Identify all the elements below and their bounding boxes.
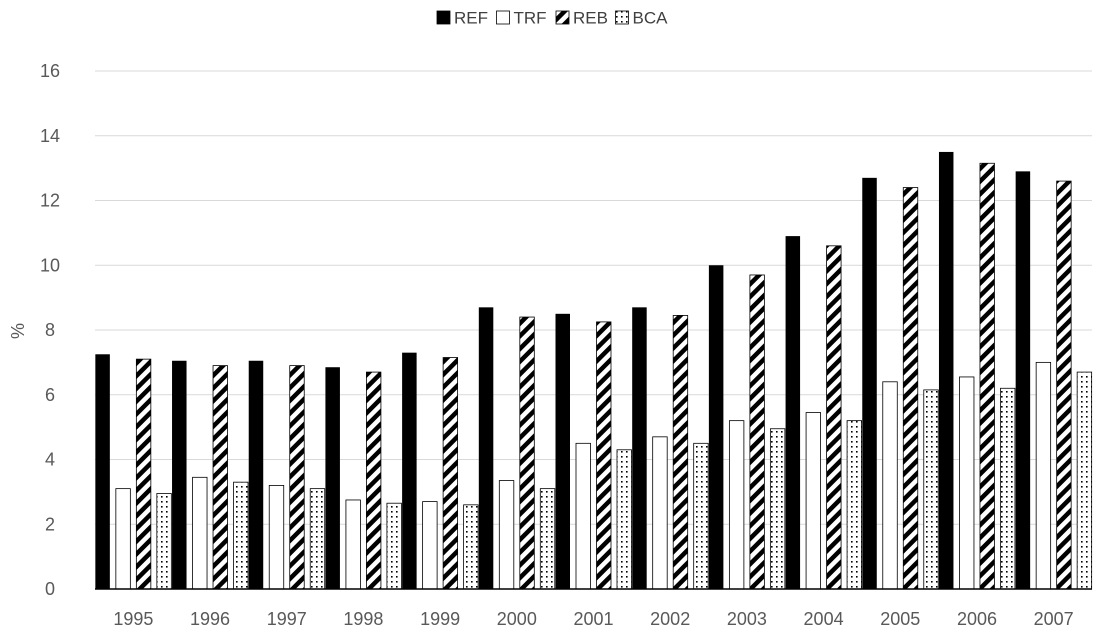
bar-trf-2006 xyxy=(959,376,975,590)
bar-ref-2007 xyxy=(1015,171,1031,590)
bar-ref-1996 xyxy=(172,360,187,589)
bar-trf-2002 xyxy=(652,436,668,590)
y-tick-label: 14 xyxy=(40,126,60,146)
bar-reb-1995 xyxy=(135,358,152,590)
y-tick-label: 10 xyxy=(40,255,60,275)
bar-bca-2004 xyxy=(846,420,862,590)
x-tick-label: 2000 xyxy=(497,609,537,629)
bar-trf-2001 xyxy=(575,442,591,590)
bar-reb-2005 xyxy=(902,187,919,590)
y-tick-label: 2 xyxy=(45,514,55,534)
bar-ref-2002 xyxy=(632,307,647,589)
bar-ref-1995 xyxy=(95,354,110,589)
bar-reb-2001 xyxy=(596,321,612,590)
x-tick-label: 1999 xyxy=(420,609,460,629)
bar-ref-2001 xyxy=(555,313,570,589)
y-tick-label: 6 xyxy=(45,385,55,405)
bar-trf-2007 xyxy=(1035,361,1052,590)
x-tick-label: 2003 xyxy=(727,609,767,629)
bar-bca-2001 xyxy=(616,449,632,590)
bar-ref-2004 xyxy=(785,236,801,590)
x-tick-label: 2007 xyxy=(1034,609,1074,629)
x-tick-label: 2004 xyxy=(804,609,844,629)
bar-bca-2006 xyxy=(1000,387,1016,590)
y-tick-label: 8 xyxy=(45,320,55,340)
bar-reb-1997 xyxy=(289,365,305,590)
bar-trf-1999 xyxy=(422,501,438,590)
x-tick-label: 2006 xyxy=(957,609,997,629)
legend-label-ref: REF xyxy=(454,9,488,28)
y-axis-ticks: 0 2 4 6 8 10 12 14 16 xyxy=(40,61,60,599)
bar-bca-1996 xyxy=(233,481,249,590)
bar-reb-2007 xyxy=(1056,180,1072,590)
bar-reb-2004 xyxy=(826,245,842,590)
bars xyxy=(95,151,1093,590)
bar-bca-1999 xyxy=(463,504,479,590)
legend-swatch-ref xyxy=(436,10,451,25)
x-tick-label: 1995 xyxy=(113,609,153,629)
y-tick-label: 4 xyxy=(45,450,55,470)
legend-swatch-trf xyxy=(496,10,510,25)
x-axis-ticks: 1995 1996 1997 1998 1999 2000 2001 2002 2003 2004… xyxy=(113,609,1073,629)
bar-reb-1996 xyxy=(212,365,228,590)
y-tick-label: 0 xyxy=(45,579,55,599)
bar-trf-1997 xyxy=(268,484,285,590)
legend-label-bca: BCA xyxy=(633,9,669,28)
bar-reb-2006 xyxy=(979,162,995,590)
legend-swatch-reb xyxy=(555,10,570,25)
y-tick-label: 16 xyxy=(40,61,60,81)
bar-trf-2003 xyxy=(728,420,745,590)
bar-bca-2002 xyxy=(693,442,709,590)
bar-reb-2002 xyxy=(672,315,689,590)
bar-reb-2003 xyxy=(749,274,765,590)
x-tick-label: 1998 xyxy=(343,609,383,629)
bar-ref-1998 xyxy=(325,367,340,589)
y-axis-title: % xyxy=(8,323,28,339)
x-tick-label: 1996 xyxy=(190,609,230,629)
bar-trf-1995 xyxy=(115,488,131,590)
bar-bca-2003 xyxy=(769,428,786,590)
bar-ref-1997 xyxy=(248,360,264,589)
bar-reb-1999 xyxy=(442,357,459,590)
bar-bca-2000 xyxy=(539,488,556,590)
bar-trf-2004 xyxy=(805,412,821,590)
legend: REF TRF REB BCA xyxy=(436,9,669,28)
x-tick-label: 2002 xyxy=(650,609,690,629)
bar-bca-1997 xyxy=(309,488,326,590)
bar-bca-2005 xyxy=(923,389,939,590)
bar-ref-2003 xyxy=(708,265,724,589)
legend-label-reb: REB xyxy=(573,9,608,28)
bar-trf-1996 xyxy=(192,476,208,590)
bar-bca-1998 xyxy=(386,502,402,590)
bar-bca-1995 xyxy=(156,493,172,590)
legend-label-trf: TRF xyxy=(514,9,547,28)
x-tick-label: 2001 xyxy=(573,609,613,629)
bar-ref-2006 xyxy=(938,151,954,589)
y-tick-label: 12 xyxy=(40,191,60,211)
bar-trf-1998 xyxy=(345,499,361,590)
x-tick-label: 2005 xyxy=(880,609,920,629)
bar-bca-2007 xyxy=(1076,371,1093,590)
bar-reb-1998 xyxy=(366,371,382,590)
bar-reb-2000 xyxy=(519,316,535,590)
x-tick-label: 1997 xyxy=(267,609,307,629)
legend-swatch-bca xyxy=(615,10,629,25)
bar-trf-2000 xyxy=(498,480,515,590)
bar-ref-2000 xyxy=(478,307,494,589)
bar-ref-2005 xyxy=(862,177,877,589)
bar-ref-1999 xyxy=(402,352,417,589)
bar-trf-2005 xyxy=(882,381,898,590)
